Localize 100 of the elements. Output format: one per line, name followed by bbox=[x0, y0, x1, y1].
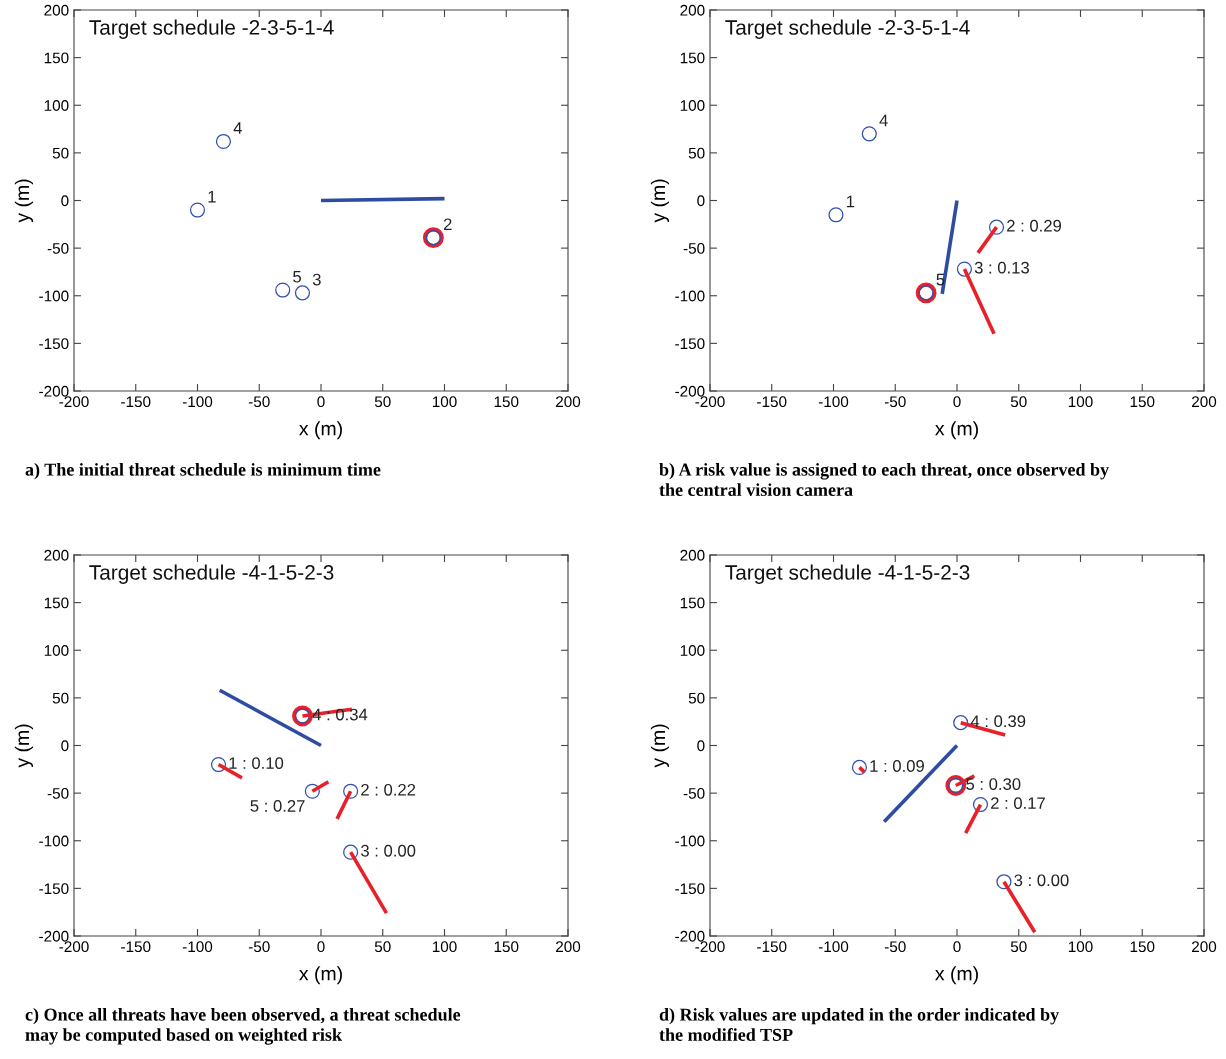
x-tick-label: 150 bbox=[494, 396, 519, 408]
annotation: 1 bbox=[208, 190, 216, 203]
x-tick-label: 200 bbox=[556, 396, 581, 408]
y-axis-title: y (m) bbox=[650, 724, 670, 768]
annotation: 3 : 0.00 bbox=[1014, 874, 1069, 887]
annotation: 5 bbox=[293, 270, 302, 283]
y-tick-label: -50 bbox=[47, 787, 69, 799]
y-tick-label: 150 bbox=[680, 597, 705, 609]
point bbox=[953, 715, 969, 731]
y-tick-label: 0 bbox=[697, 195, 705, 207]
point bbox=[215, 133, 232, 150]
x-tick-label: -50 bbox=[248, 941, 270, 953]
y-tick-label: -200 bbox=[39, 930, 69, 942]
point bbox=[294, 285, 311, 301]
annotation: 2 : 0.29 bbox=[1007, 219, 1062, 232]
x-tick-label: -150 bbox=[121, 396, 151, 408]
point bbox=[851, 759, 868, 775]
y-tick-label: 50 bbox=[688, 692, 705, 704]
annotation: 5 : 0.30 bbox=[966, 778, 1021, 790]
y-tick-label: 100 bbox=[44, 645, 69, 656]
y-tick-label: 100 bbox=[680, 100, 705, 111]
point bbox=[861, 126, 877, 142]
x-tick-label: -150 bbox=[757, 941, 787, 953]
annotation: 3 : 0.13 bbox=[974, 261, 1029, 274]
x-tick-label: 0 bbox=[317, 396, 325, 408]
y-tick-label: -150 bbox=[675, 338, 705, 350]
x-tick-label: -100 bbox=[182, 396, 213, 408]
annotation: 3 bbox=[312, 273, 321, 286]
y-tick-label: -100 bbox=[675, 835, 705, 847]
point bbox=[343, 783, 359, 799]
chart-title: Target schedule -4-1-5-2-3 bbox=[725, 564, 970, 584]
annotation: 5 : 0.27 bbox=[250, 799, 305, 812]
x-tick-label: 100 bbox=[432, 396, 457, 408]
x-tick-label: 100 bbox=[1068, 396, 1093, 408]
annotation: 1 : 0.09 bbox=[870, 760, 924, 772]
x-tick-label: 50 bbox=[374, 396, 391, 408]
y-tick-label: -150 bbox=[39, 338, 69, 350]
x-tick-label: -50 bbox=[248, 396, 270, 408]
text: a) The initial threat schedule is minimum time bbox=[25, 463, 381, 480]
chart-title: Target schedule -4-1-5-2-3 bbox=[89, 564, 334, 584]
annotation: 3 : 0.00 bbox=[361, 844, 416, 857]
x-tick-label: 150 bbox=[1130, 396, 1155, 408]
y-tick-label: 50 bbox=[52, 147, 69, 159]
point bbox=[343, 844, 359, 860]
y-tick-label: -100 bbox=[675, 290, 705, 302]
point bbox=[996, 874, 1012, 890]
x-tick-label: -100 bbox=[818, 941, 849, 953]
annotation: 1 bbox=[846, 195, 855, 208]
point bbox=[275, 282, 291, 298]
y-tick-label: 200 bbox=[680, 549, 705, 561]
y-tick-label: 0 bbox=[61, 740, 69, 752]
x-tick-label: 200 bbox=[1192, 941, 1217, 953]
y-tick-label: -50 bbox=[683, 787, 705, 799]
x-tick-label: 50 bbox=[374, 941, 391, 953]
y-tick-label: 150 bbox=[44, 52, 69, 64]
annotation: 4 : 0.39 bbox=[970, 715, 1026, 728]
y-tick-label: 0 bbox=[697, 740, 705, 752]
annotation: 2 bbox=[443, 218, 452, 231]
y-tick-label: -200 bbox=[675, 930, 705, 942]
y-tick-label: 0 bbox=[61, 195, 69, 207]
x-axis-title: x (m) bbox=[935, 421, 978, 440]
y-axis-title: y (m) bbox=[14, 179, 34, 223]
x-tick-label: 0 bbox=[953, 396, 961, 408]
x-tick-label: -100 bbox=[818, 396, 849, 408]
y-tick-label: 100 bbox=[680, 645, 705, 656]
point bbox=[828, 207, 844, 223]
x-tick-label: -100 bbox=[182, 941, 213, 953]
x-tick-label: -50 bbox=[884, 396, 906, 408]
chart-title: Target schedule -2-3-5-1-4 bbox=[725, 19, 970, 39]
y-tick-label: -150 bbox=[39, 883, 69, 895]
point bbox=[210, 756, 227, 773]
x-tick-label: 50 bbox=[1010, 396, 1027, 408]
y-tick-label: 50 bbox=[52, 692, 69, 704]
x-tick-label: 50 bbox=[1010, 941, 1027, 953]
annotation: 2 : 0.22 bbox=[361, 783, 416, 796]
y-tick-label: -200 bbox=[39, 385, 69, 397]
x-tick-label: 150 bbox=[494, 941, 519, 953]
x-tick-label: -150 bbox=[121, 941, 151, 953]
x-tick-label: 0 bbox=[317, 941, 325, 953]
chart-title: Target schedule -2-3-5-1-4 bbox=[89, 19, 334, 39]
y-tick-label: 200 bbox=[44, 549, 69, 561]
y-tick-label: 200 bbox=[44, 4, 69, 16]
annotation: 1 : 0.10 bbox=[229, 757, 284, 770]
y-tick-label: 50 bbox=[688, 147, 705, 159]
x-tick-label: 200 bbox=[1192, 396, 1217, 408]
y-tick-label: -50 bbox=[47, 242, 69, 254]
x-tick-label: 150 bbox=[1130, 941, 1155, 953]
x-tick-label: 100 bbox=[1068, 941, 1093, 953]
y-tick-label: 100 bbox=[44, 100, 69, 111]
point bbox=[988, 219, 1005, 235]
y-tick-label: -50 bbox=[683, 242, 705, 254]
x-tick-label: -50 bbox=[884, 941, 906, 953]
y-axis-title: y (m) bbox=[14, 724, 34, 768]
annotation: 4 bbox=[233, 122, 242, 134]
y-tick-label: -150 bbox=[675, 883, 705, 895]
y-axis-title: y (m) bbox=[650, 179, 670, 223]
y-tick-label: -100 bbox=[39, 290, 69, 302]
x-tick-label: 100 bbox=[432, 941, 457, 953]
x-axis-title: x (m) bbox=[299, 966, 342, 985]
x-tick-label: 0 bbox=[953, 941, 961, 953]
